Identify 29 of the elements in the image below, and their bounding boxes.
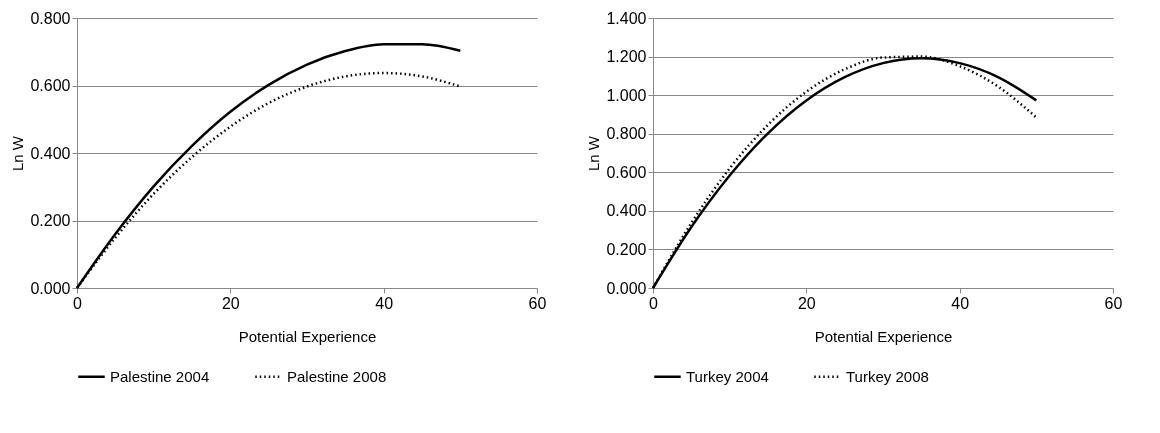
y-tick-label: 0.000 bbox=[606, 279, 647, 297]
x-axis-title: Potential Experience bbox=[814, 327, 953, 345]
legend-label: Palestine 2004 bbox=[110, 367, 210, 385]
y-tick-label: 1.000 bbox=[606, 86, 647, 104]
x-tick-label: 40 bbox=[951, 294, 970, 312]
y-axis-title: Ln W bbox=[585, 135, 603, 172]
y-axis-title: Ln W bbox=[9, 135, 27, 172]
y-tick-label: 0.400 bbox=[606, 202, 647, 220]
x-tick-label: 0 bbox=[649, 294, 659, 312]
x-tick-label: 60 bbox=[1104, 294, 1123, 312]
y-tick-label: 0.800 bbox=[30, 9, 71, 27]
legend-label: Turkey 2004 bbox=[686, 367, 769, 385]
y-tick-label: 0.600 bbox=[606, 163, 647, 181]
y-tick-label: 0.200 bbox=[606, 240, 647, 258]
x-tick-label: 20 bbox=[221, 294, 240, 312]
x-tick-label: 0 bbox=[73, 294, 83, 312]
y-tick-label: 0.200 bbox=[30, 212, 71, 229]
y-tick-label: 1.200 bbox=[606, 48, 647, 66]
x-axis-title: Potential Experience bbox=[238, 327, 377, 345]
y-tick-label: 0.800 bbox=[606, 125, 647, 143]
x-tick-label: 20 bbox=[797, 294, 816, 312]
y-tick-label: 1.400 bbox=[606, 9, 647, 27]
y-tick-label: 0.600 bbox=[30, 77, 71, 94]
y-tick-label: 0.400 bbox=[30, 144, 71, 162]
x-tick-label: 40 bbox=[375, 294, 394, 312]
x-tick-label: 60 bbox=[528, 294, 547, 312]
legend-label: Palestine 2008 bbox=[287, 367, 387, 385]
legend-label: Turkey 2008 bbox=[846, 367, 929, 385]
y-tick-label: 0.000 bbox=[30, 279, 71, 297]
